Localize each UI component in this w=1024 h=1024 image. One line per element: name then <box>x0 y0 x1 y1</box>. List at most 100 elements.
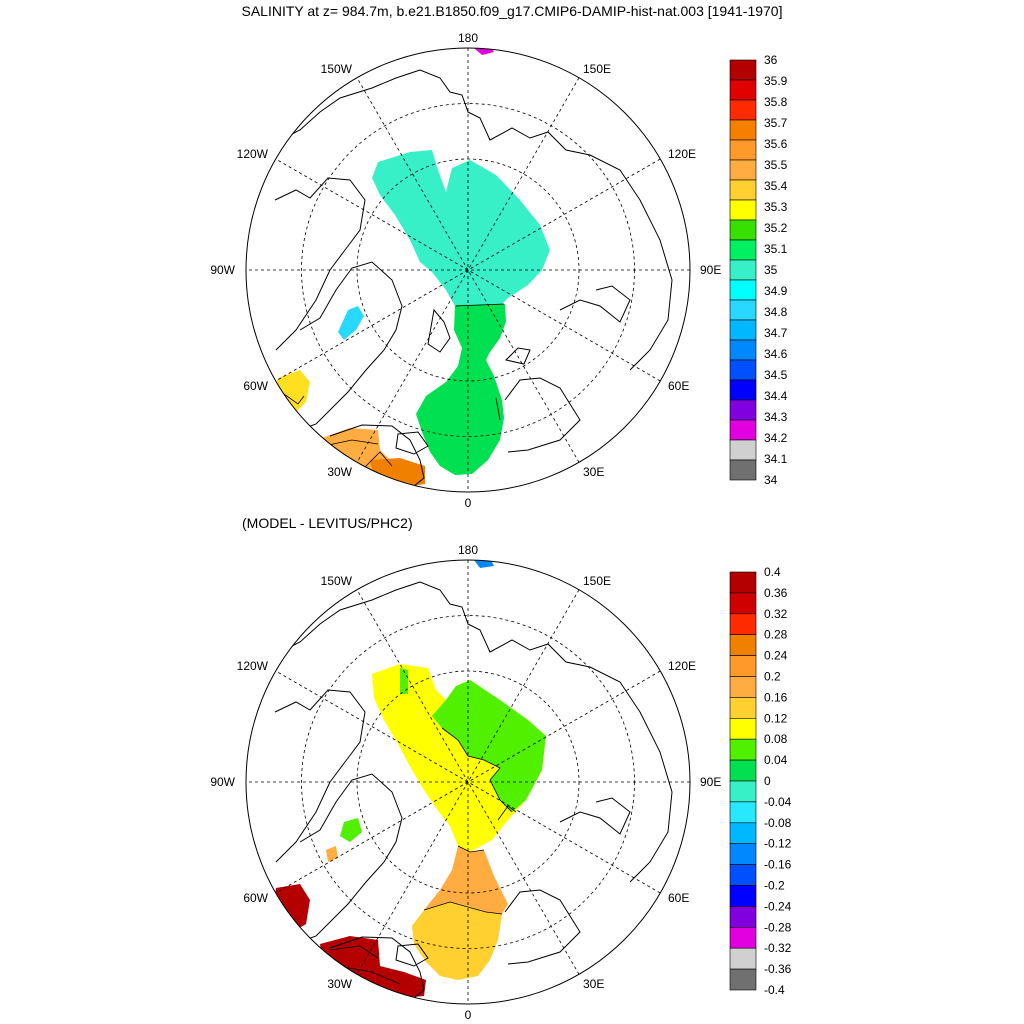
colorbar-box <box>729 676 757 698</box>
colorbar-label: 34.3 <box>764 410 788 424</box>
colorbar-label: 35.4 <box>764 179 788 193</box>
colorbar-label: 35.2 <box>764 221 788 235</box>
colorbar-label: 0.16 <box>764 690 788 704</box>
colorbar-label: 0.2 <box>764 670 781 684</box>
latitude-circle <box>356 158 580 382</box>
colorbar-label: 35.7 <box>764 116 788 130</box>
lon-label-120w: 120W <box>237 147 269 161</box>
colorbar-box <box>729 613 757 635</box>
colorbar-box <box>729 906 757 928</box>
colorbar-label: 35.5 <box>764 158 788 172</box>
colorbar-label: 0 <box>764 774 771 788</box>
irminger-core-region <box>370 458 425 488</box>
colorbar-label: 0.36 <box>764 586 788 600</box>
map-boundary-2 <box>245 559 691 1005</box>
lon-label-90w: 90W <box>210 263 235 277</box>
colorbar-label: -0.36 <box>764 962 792 976</box>
green-anomaly-baffin <box>340 818 362 842</box>
lon-label-180: 180 <box>458 31 478 45</box>
meridian-line <box>356 77 580 463</box>
meridian-line <box>356 77 580 463</box>
colorbar-box <box>729 279 757 301</box>
colorbar-box <box>729 99 757 121</box>
lon-label-180: 180 <box>458 543 478 557</box>
colorbar-label: 35.8 <box>764 95 788 109</box>
bering-patch <box>474 48 494 55</box>
colorbar-label: 34.2 <box>764 431 788 445</box>
colorbar-box <box>729 926 757 949</box>
colorbar-label: -0.12 <box>764 837 792 851</box>
meridian-line <box>356 589 580 975</box>
colorbar-box <box>729 159 757 181</box>
colorbar-label: 35 <box>764 263 778 277</box>
colorbar-box <box>729 947 757 970</box>
colorbar-label: 34.6 <box>764 347 788 361</box>
colorbar-label: 34.8 <box>764 305 788 319</box>
lon-label-120e: 120E <box>668 147 696 161</box>
colorbar-label: 34.1 <box>764 452 788 466</box>
latitude-circle <box>301 103 635 437</box>
colorbar-box <box>729 968 757 991</box>
colorbar-box <box>729 59 757 81</box>
colorbar-box <box>729 780 757 803</box>
graticule-2 <box>246 560 690 1004</box>
colorbar-box <box>729 359 757 381</box>
colorbar-box <box>729 259 757 281</box>
lon-label-90e: 90E <box>700 775 721 789</box>
salinity-colorbar: 36 35.9 35.8 35.7 35.6 35.5 35.4 35.3 35.2 35.1 35… <box>729 53 788 487</box>
colorbar-label: 0.28 <box>764 628 788 642</box>
labrador-sea-region <box>274 370 310 412</box>
colorbar-box <box>729 759 757 782</box>
orange-anomaly-region <box>424 846 508 914</box>
salinity-field <box>274 48 550 488</box>
colorbar-label: -0.24 <box>764 899 792 913</box>
colorbar-label: -0.28 <box>764 920 792 934</box>
latitude-circle <box>356 670 580 894</box>
colorbar-box <box>729 697 757 719</box>
colorbar-box <box>729 801 757 824</box>
colorbar-box <box>729 864 757 886</box>
colorbar-box <box>729 339 757 361</box>
colorbar-box <box>729 717 757 740</box>
colorbar-label: 34.9 <box>764 284 788 298</box>
main-title: SALINITY at z= 984.7m, b.e21.B1850.f09_g… <box>241 3 783 19</box>
colorbar-box <box>729 419 757 441</box>
lon-label-60e: 60E <box>668 891 689 905</box>
map-boundary <box>245 47 691 493</box>
colorbar-label: 0.24 <box>764 649 788 663</box>
colorbar-box <box>729 885 757 907</box>
colorbar-label: 34.4 <box>764 389 788 403</box>
lon-label-150e: 150E <box>583 574 611 588</box>
colorbar-label: 0.4 <box>764 565 781 579</box>
lon-label-60w: 60W <box>243 891 268 905</box>
lon-label-120w: 120W <box>237 659 269 673</box>
meridian-line <box>275 158 661 382</box>
green-anomaly-small <box>400 668 408 694</box>
irminger-warm-region <box>320 428 400 480</box>
lon-label-0: 0 <box>465 1008 472 1022</box>
colorbar-label: 35.1 <box>764 242 788 256</box>
lon-label-60w: 60W <box>243 379 268 393</box>
colorbar-label: -0.2 <box>764 879 785 893</box>
colorbar-box <box>729 319 757 341</box>
colorbar-label: -0.32 <box>764 941 792 955</box>
lon-label-30w: 30W <box>327 465 352 479</box>
lon-label-150w: 150W <box>321 62 353 76</box>
colorbar-box <box>729 592 757 615</box>
colorbar-box <box>729 379 757 401</box>
colorbar-label: -0.04 <box>764 795 792 809</box>
colorbar-label: -0.16 <box>764 858 792 872</box>
colorbar-label: 34 <box>764 473 778 487</box>
longitude-labels-2: 180 0 90W 90E 150W 120W 150E 120E 60W 30… <box>210 543 721 1022</box>
yellow-anomaly-region <box>372 664 546 852</box>
red-anomaly-irminger <box>320 936 426 998</box>
lon-label-90w: 90W <box>210 775 235 789</box>
colorbar-box <box>729 655 757 677</box>
lon-label-30e: 30E <box>583 977 604 991</box>
colorbar-label: 34.5 <box>764 368 788 382</box>
lon-label-30w: 30W <box>327 977 352 991</box>
baffin-bay-region <box>338 306 364 340</box>
colorbar-box <box>729 79 757 101</box>
